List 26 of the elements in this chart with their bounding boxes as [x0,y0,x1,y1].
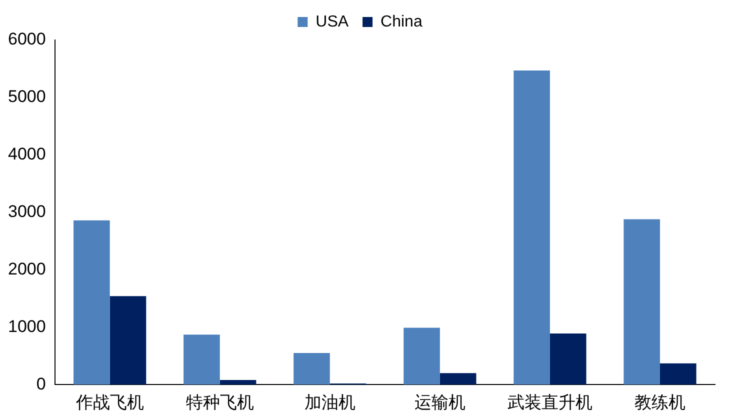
x-tick-label: 武装直升机 [507,393,592,414]
y-tick-label: 6000 [8,30,46,49]
bar [624,219,660,385]
bar [550,333,586,385]
legend-label: China [380,13,422,30]
bar [110,296,146,385]
x-tick-label: 教练机 [634,393,686,414]
legend-label: USA [316,13,349,30]
y-tick-label: 5000 [8,87,46,106]
y-tick-label: 3000 [8,202,46,221]
x-tick-label: 运输机 [414,393,466,414]
bar [514,70,550,385]
bar [294,353,330,385]
x-tick-label: 加油机 [304,393,356,414]
bar [74,220,110,385]
bar [404,328,440,385]
x-tick-label: 特种飞机 [186,393,254,414]
bar [660,363,696,385]
y-tick-label: 2000 [8,259,46,278]
bar [184,334,220,385]
bar [220,380,256,385]
x-tick-label: 作战飞机 [74,393,144,414]
y-tick-label: 4000 [8,144,46,164]
y-tick-label: 1000 [8,316,46,336]
bar [440,373,476,385]
y-tick-label: 0 [36,374,46,394]
